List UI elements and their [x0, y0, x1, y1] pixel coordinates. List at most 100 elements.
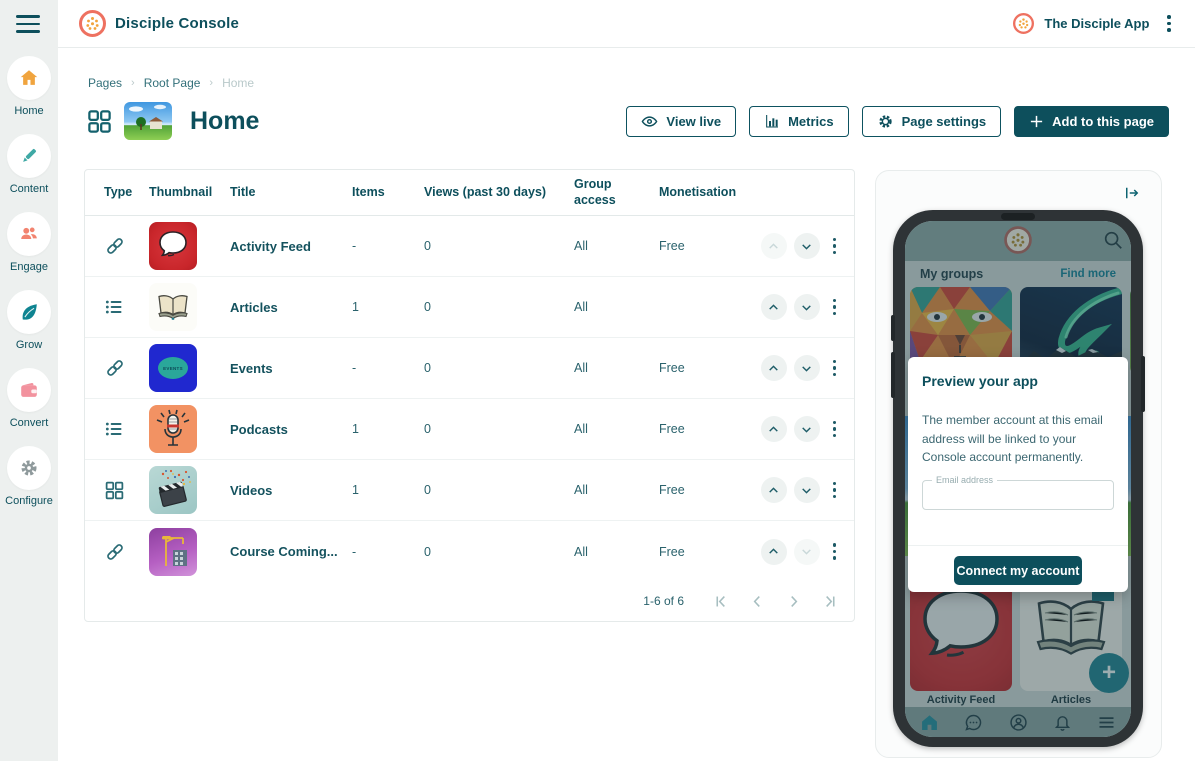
move-down-button[interactable] [793, 294, 820, 320]
row-kebab-icon[interactable] [827, 417, 842, 441]
move-up-button[interactable] [760, 294, 787, 320]
sidebar-item-engage[interactable]: Engage [7, 212, 51, 273]
sidebar-item-convert[interactable]: Convert [7, 368, 51, 429]
chat-icon[interactable] [963, 712, 984, 733]
row-title[interactable]: Videos [230, 482, 273, 498]
sidebar-item-label: Convert [9, 417, 49, 429]
row-kebab-icon[interactable] [827, 539, 842, 563]
find-more-link[interactable]: Find more [1060, 268, 1116, 280]
prev-page-icon [749, 593, 766, 610]
sidebar: Home Content Engage Grow Convert Configu [0, 0, 58, 761]
row-group-access: All [574, 483, 588, 497]
sidebar-item-configure[interactable]: Configure [5, 446, 53, 507]
row-thumbnail [149, 283, 197, 331]
breadcrumb-root-page[interactable]: Root Page [143, 76, 201, 90]
profile-icon[interactable] [1008, 712, 1029, 733]
row-group-access: All [574, 422, 588, 436]
row-views: 0 [424, 483, 431, 497]
row-kebab-icon[interactable] [827, 234, 842, 258]
row-title[interactable]: Events [230, 360, 273, 376]
kebab-menu-icon[interactable] [1159, 11, 1179, 36]
table-row[interactable]: Activity Feed - 0 All Free [85, 216, 854, 277]
sidebar-item-content[interactable]: Content [7, 134, 51, 195]
email-field[interactable]: Email address [922, 474, 1114, 510]
pencil-icon [18, 145, 40, 167]
row-kebab-icon[interactable] [827, 478, 842, 502]
table-row[interactable]: Course Coming... - 0 All Free [85, 521, 854, 582]
bell-icon[interactable] [1052, 712, 1073, 733]
plus-icon [1029, 114, 1044, 129]
group-card[interactable] [1130, 287, 1131, 375]
row-title[interactable]: Course Coming... [230, 544, 338, 559]
table-row[interactable]: Articles 1 0 All [85, 277, 854, 338]
home-icon[interactable] [919, 712, 940, 733]
row-title[interactable]: Podcasts [230, 421, 288, 437]
connect-account-button[interactable]: Connect my account [954, 556, 1082, 585]
my-groups-title: My groups [920, 267, 984, 281]
breadcrumb-pages[interactable]: Pages [88, 76, 123, 90]
metrics-button[interactable]: Metrics [749, 105, 849, 137]
col-type: Type [104, 184, 133, 199]
menu-icon[interactable] [1096, 712, 1117, 733]
chevron-right-icon: › [131, 77, 135, 89]
list-icon [104, 297, 149, 317]
sidebar-item-grow[interactable]: Grow [7, 290, 51, 351]
row-kebab-icon[interactable] [827, 356, 842, 380]
move-up-button[interactable] [760, 477, 787, 503]
modal-body-text: The member account at this email address… [922, 413, 1103, 465]
col-views: Views (past 30 days) [424, 184, 547, 199]
add-fab-button[interactable]: + [1089, 653, 1129, 693]
move-up-button[interactable] [760, 538, 787, 565]
wallet-icon [18, 379, 40, 401]
move-down-button[interactable] [793, 355, 820, 381]
phone-side-button [1141, 356, 1145, 412]
row-title[interactable]: Activity Feed [230, 238, 311, 254]
col-title: Title [230, 184, 256, 199]
list-icon [104, 419, 149, 439]
move-down-button [793, 538, 820, 565]
table-row[interactable]: Videos 1 0 All Free [85, 460, 854, 521]
leaf-icon [18, 301, 40, 323]
collapse-panel-icon[interactable] [1123, 184, 1141, 202]
move-up-button[interactable] [760, 355, 787, 381]
first-page-icon [713, 593, 730, 610]
row-group-access: All [574, 239, 588, 253]
bar-chart-icon [764, 113, 780, 129]
sidebar-item-label: Grow [15, 339, 43, 351]
sidebar-item-label: Engage [10, 261, 48, 273]
hamburger-icon[interactable] [16, 15, 40, 33]
page-settings-button[interactable]: Page settings [861, 105, 1002, 137]
row-views: 0 [424, 300, 431, 314]
link-icon [104, 541, 149, 563]
move-down-button[interactable] [793, 233, 820, 259]
row-title[interactable]: Articles [230, 299, 278, 315]
sidebar-item-label: Home [14, 105, 44, 117]
breadcrumb: Pages › Root Page › Home [88, 76, 254, 90]
row-monetisation: Free [659, 239, 685, 253]
move-up-button [760, 233, 787, 259]
row-kebab-icon[interactable] [827, 295, 842, 319]
phone-screen: My groups Find more Activity Feed Articl… [905, 221, 1131, 737]
row-thumbnail [149, 222, 197, 270]
table-row[interactable]: EVENTS Events - 0 All Free [85, 338, 854, 399]
page-title: Home [190, 106, 260, 135]
table-row[interactable]: Podcasts 1 0 All Free [85, 399, 854, 460]
app-preview-panel: My groups Find more Activity Feed Articl… [875, 170, 1162, 758]
row-views: 0 [424, 239, 431, 253]
phone-side-button [891, 315, 895, 341]
row-monetisation: Free [659, 544, 685, 559]
view-live-button[interactable]: View live [626, 105, 737, 137]
add-to-page-button[interactable]: Add to this page [1014, 105, 1169, 137]
modal-divider [908, 545, 1128, 546]
move-down-button[interactable] [793, 416, 820, 442]
row-monetisation: Free [659, 422, 685, 436]
search-icon[interactable] [1102, 229, 1124, 251]
row-items: - [352, 544, 357, 559]
move-up-button[interactable] [760, 416, 787, 442]
sidebar-item-home[interactable]: Home [7, 56, 51, 117]
email-input[interactable] [923, 480, 1113, 509]
row-items: - [352, 361, 357, 375]
move-down-button[interactable] [793, 477, 820, 503]
row-group-access: All [574, 300, 588, 314]
row-thumbnail: EVENTS [149, 344, 197, 392]
